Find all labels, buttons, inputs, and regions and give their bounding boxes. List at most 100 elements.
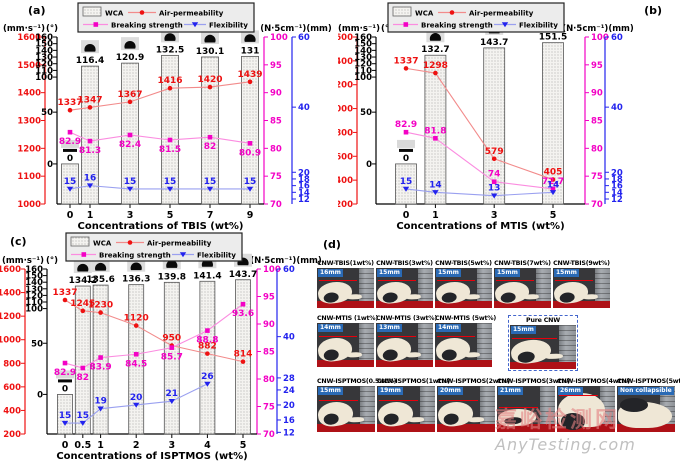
breaking-strength-point: [167, 137, 173, 143]
height-marker-line: [438, 399, 479, 401]
flexibility-axis-tick-label: 40: [283, 333, 295, 343]
breaking-strength-line: [69, 131, 251, 144]
legend-breaking-marker-icon: [93, 22, 99, 27]
breaking-strength-axis-tick-label: 75: [591, 172, 603, 182]
panel-c: (c) 1600 1400 1200 1000 800 600 400 200 160 150 14…: [0, 231, 322, 463]
legend-box: [65, 232, 243, 262]
sample-title: CNW-TBIS(1wt%): [317, 260, 374, 267]
photo-grid: CNW-TBIS(1wt%) 16mm CNW-TBIS(3wt%) 15mm CNW-…: [317, 260, 680, 439]
wca-bar: [542, 42, 564, 205]
air-permeability-value-label: 1337: [57, 98, 82, 108]
sample-hole: [322, 348, 340, 362]
x-tick-label: 3: [127, 210, 134, 221]
air-permeability-axis-tick-label: 1200: [17, 144, 41, 154]
panel-d: (d) CNW-TBIS(1wt%) 16mm CNW-TBIS(3wt%) 15mm…: [315, 232, 680, 463]
flexibility-point: [166, 186, 174, 192]
height-badge: 13mm: [377, 324, 402, 332]
air-permeability-axis-tick-label: 1100: [17, 172, 41, 182]
sample-photo: 15mm: [510, 325, 576, 369]
wca-axis-tick-label: 110: [35, 66, 53, 76]
sample-photo-card: CNW-ISPTMOS(3wt%) 21mm: [497, 378, 570, 432]
height-marker-line: [377, 280, 417, 281]
flat-droplet-icon-bg: [61, 139, 79, 148]
wca-value-label: 132.7: [421, 45, 449, 55]
breaking-strength-axis-tick-label: 90: [263, 320, 275, 330]
flexibility-line: [65, 383, 208, 424]
sample-hole: [440, 291, 458, 304]
air-permeability-axis-tick-label: 800: [338, 128, 353, 138]
sample-hole: [383, 412, 400, 427]
air-permeability-line: [405, 67, 554, 181]
air-permeability-point: [62, 297, 68, 303]
wca-value-label: 120.9: [116, 53, 144, 63]
sample-photo-card: CNW-ISPTMOS(1wt%) 19mm: [377, 378, 450, 432]
sample-title: CNW-ISPTMOS(5wt%): [617, 378, 680, 385]
breaking-strength-value-label: 93.6: [232, 309, 254, 319]
wca-axis-tick-label: 110: [354, 66, 372, 76]
water-droplet-icon: [164, 33, 176, 41]
sample-title: CNW-ISPTMOS(1wt%): [377, 378, 450, 385]
height-badge: Non collapsible: [618, 387, 674, 395]
air-permeability-point: [247, 79, 253, 85]
breaking-strength-point: [247, 141, 253, 146]
air-permeability-axis-tick-label: 1000: [0, 336, 21, 346]
sample-photo: 14mm: [317, 323, 374, 367]
air-permeability-value-label: 1245: [70, 299, 95, 309]
wca-axis-tick-label: 160: [35, 33, 53, 43]
breaking-strength-value-label: 82.9: [395, 120, 417, 130]
sample-photo-card: CNW-MTIS (3wt%) 13mm: [376, 315, 437, 367]
x-tick-label: 4: [204, 440, 211, 451]
breaking-strength-point: [62, 360, 68, 366]
table-surface: [377, 424, 435, 432]
sample-photo: 20mm: [437, 386, 495, 432]
wca-axis-tick-label: 160: [354, 33, 372, 43]
sample-title: CNW-TBIS(9wt%): [553, 260, 610, 267]
breaking-strength-point: [403, 129, 409, 135]
breaking-strength-axis-tick-label: 100: [591, 33, 609, 43]
breaking-strength-value-label: 85.7: [161, 353, 183, 363]
breaking-strength-axis-tick-label: 80: [263, 375, 275, 385]
breaking-strength-axis-tick-label: 90: [270, 89, 282, 99]
sample-title: Pure CNW: [526, 317, 560, 324]
wca-bar: [74, 285, 91, 435]
flexibility-point: [66, 186, 74, 192]
wca-value-label: 0: [62, 384, 68, 394]
breaking-strength-value-label: 82.4: [119, 140, 141, 150]
flexibility-axis-tick-label: 12: [611, 195, 623, 205]
air-permeability-point: [167, 85, 173, 91]
breaking-strength-axis-tick-label: 70: [263, 430, 275, 440]
flexibility-value-label: 20: [130, 393, 143, 403]
wca-bar: [199, 280, 216, 435]
wca-axis-tick-label: 150: [25, 272, 43, 282]
legend-air-label: Air-permeability: [469, 10, 534, 18]
sample-photo-card: CNW-ISPTMOS(4wt%) 26mm: [557, 378, 630, 432]
wca-bar: [81, 65, 99, 205]
height-marker-line: [378, 399, 419, 401]
breaking-strength-axis-tick-label: 85: [591, 117, 603, 127]
flexibility-axis-tick-label: 18: [298, 175, 310, 185]
sample-photo-card: CNW-TBIS(7wt%) 15mm: [494, 260, 551, 308]
air-permeability-value-label: 1337: [52, 288, 77, 298]
air-permeability-value-label: 1337: [393, 56, 418, 66]
flexibility-axis-tick-label: 16: [611, 182, 623, 192]
legend-wca-label: WCA: [105, 10, 124, 18]
left-axis-header-deg: (°): [46, 24, 58, 34]
wca-axis-tick-label: 160: [25, 265, 43, 275]
right-axis-header: (N·5cm⁻¹)(mm): [250, 256, 322, 266]
air-permeability-point: [433, 70, 438, 76]
flexibility-value-label: 19: [94, 397, 107, 407]
photo-row: CNW-ISPTMOS(0.5wt%) 15mm CNW-ISPTMOS(1wt%)…: [317, 378, 680, 432]
air-permeability-value-label: 1347: [77, 95, 102, 105]
height-badge: 15mm: [436, 269, 461, 277]
flexibility-value-label: 26: [201, 372, 214, 382]
breaking-strength-point: [433, 136, 438, 141]
air-permeability-point: [67, 107, 73, 113]
sample-photo-card: CNW-ISPTMOS(2wt%) 20mm: [437, 378, 510, 432]
height-marker-line: [436, 280, 476, 281]
legend-breaking-label: Breaking strength: [99, 252, 171, 260]
height-marker-line: [558, 395, 599, 397]
water-droplet-icon: [130, 262, 142, 271]
flexibility-axis-tick-label: 60: [298, 33, 310, 43]
chart-a-plot: 1600150014001300120011001000160150140130…: [3, 2, 332, 232]
